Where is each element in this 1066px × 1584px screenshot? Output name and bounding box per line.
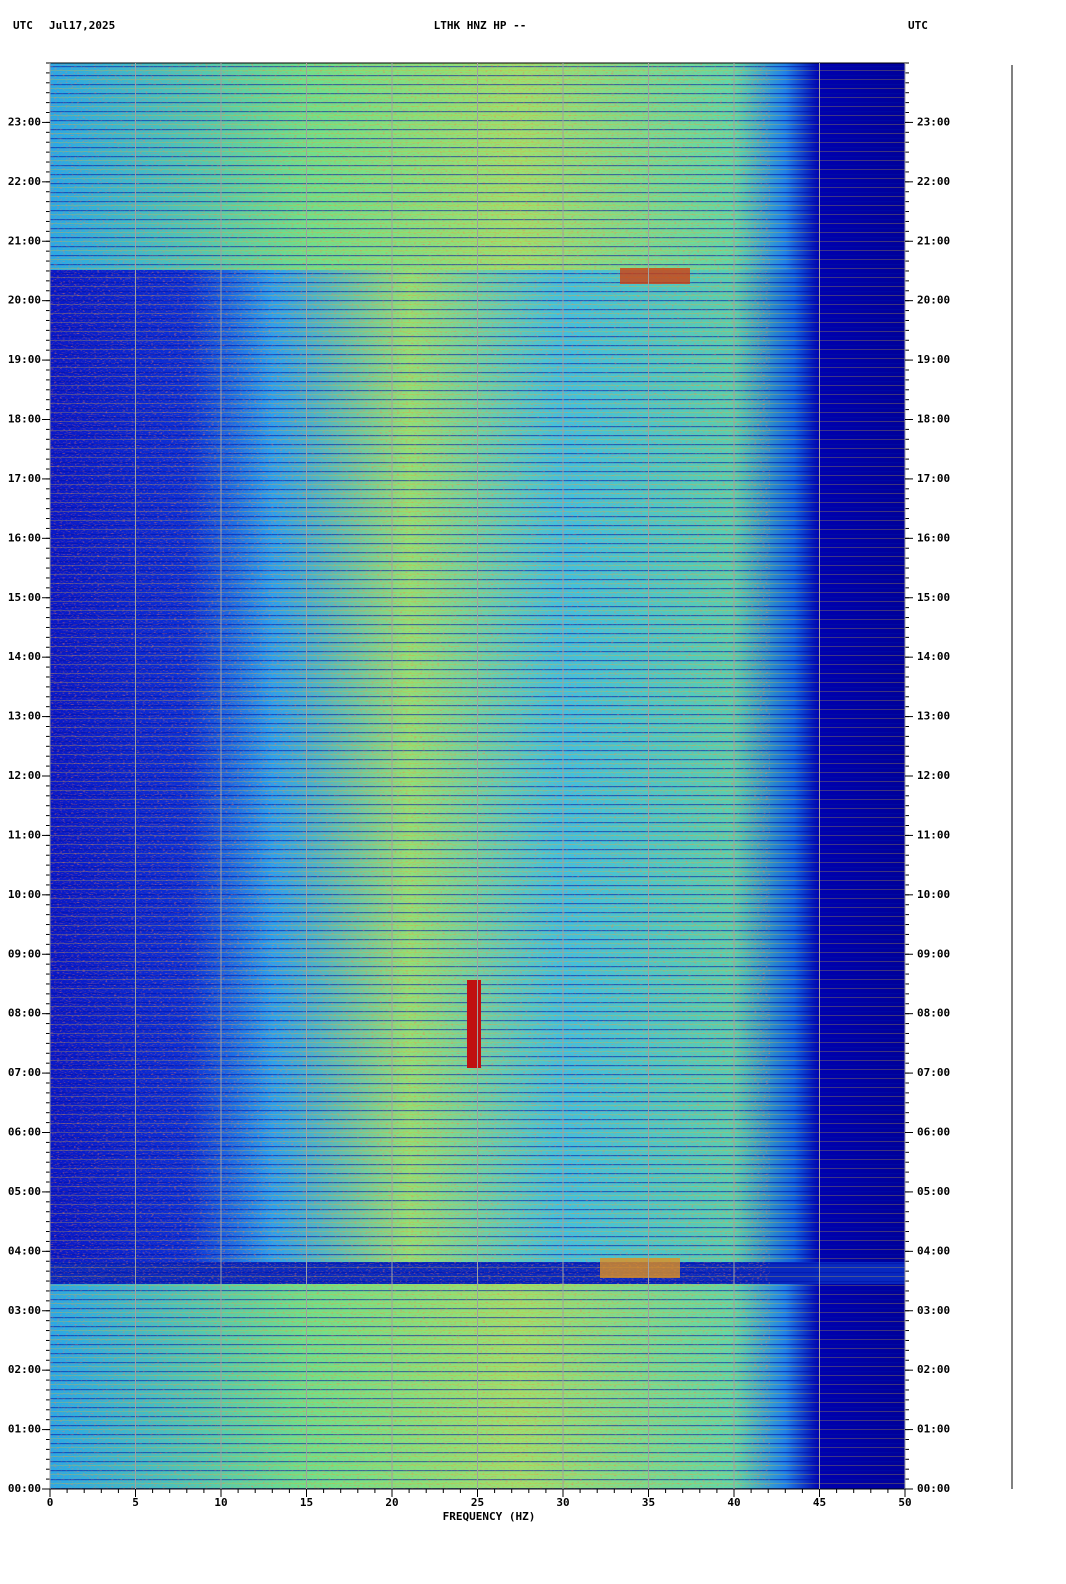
y-tick-label: 15:00 (8, 591, 41, 604)
x-tick-label: 0 (47, 1496, 54, 1509)
y-tick-label: 06:00 (8, 1126, 41, 1139)
y-tick-label: 18:00 (8, 413, 41, 426)
y-tick-label: 07:00 (8, 1066, 41, 1079)
y-tick-label: 17:00 (8, 472, 41, 485)
y-tick-label: 02:00 (917, 1363, 950, 1376)
y-tick-label: 22:00 (8, 175, 41, 188)
y-tick-label: 12:00 (8, 769, 41, 782)
right-label: UTC (908, 19, 928, 32)
x-tick-label: 45 (813, 1496, 826, 1509)
y-tick-label: 09:00 (917, 947, 950, 960)
y-tick-label: 07:00 (917, 1066, 950, 1079)
y-tick-label: 16:00 (8, 531, 41, 544)
y-tick-label: 21:00 (917, 234, 950, 247)
y-tick-label: 14:00 (8, 650, 41, 663)
x-tick-label: 30 (556, 1496, 569, 1509)
y-tick-label: 20:00 (917, 294, 950, 307)
x-tick-label: 5 (132, 1496, 139, 1509)
y-tick-label: 22:00 (917, 175, 950, 188)
y-tick-label: 20:00 (8, 294, 41, 307)
left-label: UTC (13, 19, 33, 32)
y-tick-label: 18:00 (917, 413, 950, 426)
y-tick-label: 10:00 (8, 888, 41, 901)
y-tick-label: 04:00 (917, 1244, 950, 1257)
y-tick-label: 06:00 (917, 1126, 950, 1139)
y-tick-label: 23:00 (917, 115, 950, 128)
y-tick-label: 19:00 (8, 353, 41, 366)
y-tick-label: 11:00 (917, 828, 950, 841)
y-tick-label: 21:00 (8, 234, 41, 247)
y-tick-label: 13:00 (8, 710, 41, 723)
y-tick-label: 04:00 (8, 1244, 41, 1257)
y-tick-label: 08:00 (8, 1007, 41, 1020)
y-tick-label: 05:00 (8, 1185, 41, 1198)
chart-title: LTHK HNZ HP -- (434, 19, 527, 32)
x-axis-label: FREQUENCY (HZ) (443, 1510, 536, 1523)
y-tick-label: 01:00 (917, 1423, 950, 1436)
y-tick-label: 02:00 (8, 1363, 41, 1376)
date: Jul17,2025 (49, 19, 115, 32)
x-tick-label: 20 (385, 1496, 398, 1509)
y-tick-label: 03:00 (8, 1304, 41, 1317)
x-tick-label: 10 (214, 1496, 227, 1509)
x-tick-label: 40 (727, 1496, 740, 1509)
x-tick-label: 50 (898, 1496, 911, 1509)
y-tick-label: 11:00 (8, 828, 41, 841)
y-tick-label: 19:00 (917, 353, 950, 366)
y-tick-label: 00:00 (917, 1482, 950, 1495)
y-tick-label: 08:00 (917, 1007, 950, 1020)
y-tick-label: 12:00 (917, 769, 950, 782)
x-tick-label: 35 (642, 1496, 655, 1509)
y-tick-label: 15:00 (917, 591, 950, 604)
y-tick-label: 23:00 (8, 115, 41, 128)
y-tick-label: 01:00 (8, 1423, 41, 1436)
y-tick-label: 10:00 (917, 888, 950, 901)
y-tick-label: 03:00 (917, 1304, 950, 1317)
x-tick-label: 15 (300, 1496, 313, 1509)
y-tick-label: 00:00 (8, 1482, 41, 1495)
x-tick-label: 25 (471, 1496, 484, 1509)
y-tick-label: 05:00 (917, 1185, 950, 1198)
y-tick-label: 14:00 (917, 650, 950, 663)
y-tick-label: 09:00 (8, 947, 41, 960)
y-tick-label: 16:00 (917, 531, 950, 544)
y-tick-label: 13:00 (917, 710, 950, 723)
y-tick-label: 17:00 (917, 472, 950, 485)
